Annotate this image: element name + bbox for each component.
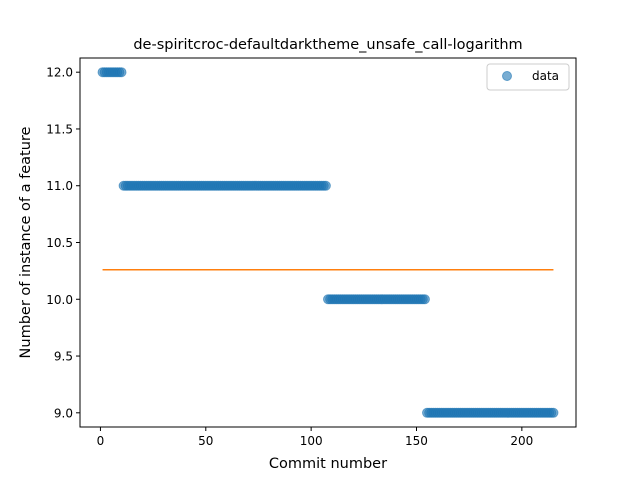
x-tick-label: 150: [405, 434, 428, 448]
x-axis-label: Commit number: [269, 456, 387, 472]
data-point: [420, 295, 429, 304]
y-tick-label: 10.0: [46, 293, 73, 307]
y-tick-label: 9.5: [54, 350, 73, 364]
x-tick-label: 0: [97, 434, 105, 448]
data-point: [549, 408, 558, 417]
data-point: [117, 68, 126, 77]
legend-label: data: [532, 69, 559, 83]
x-tick-label: 50: [198, 434, 213, 448]
y-tick-label: 10.5: [46, 236, 73, 250]
legend-marker: [503, 72, 512, 81]
legend: data: [487, 64, 569, 90]
x-tick-label: 100: [300, 434, 323, 448]
y-tick-label: 12.0: [46, 66, 73, 80]
chart-title: de-spiritcroc-defaultdarktheme_unsafe_ca…: [133, 37, 522, 53]
y-axis-label: Number of instance of a feature: [18, 126, 34, 358]
x-tick-label: 200: [510, 434, 533, 448]
y-tick-label: 11.5: [46, 122, 73, 136]
y-tick-label: 11.0: [46, 179, 73, 193]
y-tick-label: 9.0: [54, 406, 73, 420]
data-point: [321, 181, 330, 190]
